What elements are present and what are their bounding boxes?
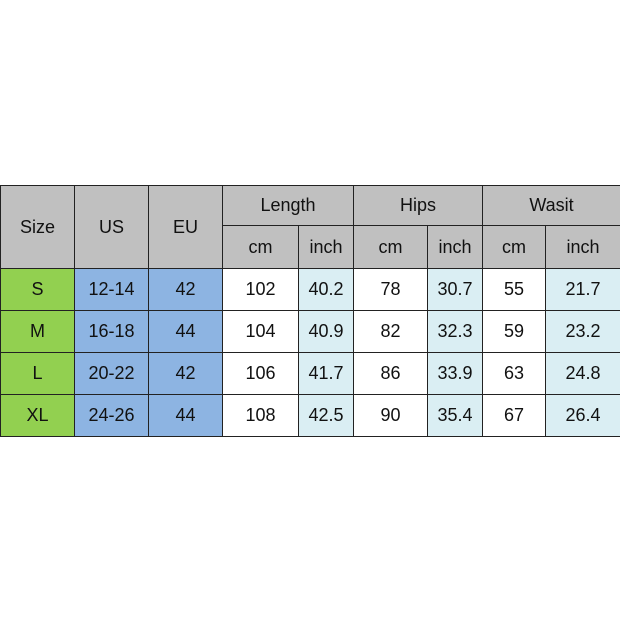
hips-cm-cell: 78 xyxy=(353,268,428,311)
length-inch-cell: 40.9 xyxy=(298,310,354,353)
unit-inch: inch xyxy=(545,225,620,269)
hips-inch-cell: 32.3 xyxy=(426,310,484,353)
unit-cm: cm xyxy=(482,225,547,269)
size-cell: S xyxy=(0,268,75,311)
eu-cell: 44 xyxy=(148,310,223,353)
size-chart-table: Size US EU Length Hips Wasit cm inch cm … xyxy=(0,185,620,437)
us-cell: 16-18 xyxy=(74,310,149,353)
hips-inch-cell: 35.4 xyxy=(426,394,484,437)
length-cm-cell: 106 xyxy=(222,352,299,395)
header-size: Size xyxy=(0,185,75,269)
length-inch-cell: 40.2 xyxy=(298,268,354,311)
waist-inch-cell: 23.2 xyxy=(545,310,620,353)
eu-cell: 44 xyxy=(148,394,223,437)
header-length: Length xyxy=(222,185,354,226)
header-eu: EU xyxy=(148,185,223,269)
hips-inch-cell: 33.9 xyxy=(426,352,484,395)
unit-inch: inch xyxy=(298,225,354,269)
length-cm-cell: 102 xyxy=(222,268,299,311)
unit-row: cm inch cm inch cm inch xyxy=(1,225,620,269)
waist-cm-cell: 63 xyxy=(482,352,547,395)
header-us: US xyxy=(74,185,149,269)
hips-inch-cell: 30.7 xyxy=(426,268,484,311)
unit-inch: inch xyxy=(426,225,484,269)
unit-cm: cm xyxy=(353,225,428,269)
waist-cm-cell: 55 xyxy=(482,268,547,311)
length-cm-cell: 104 xyxy=(222,310,299,353)
size-cell: L xyxy=(0,352,75,395)
table-row: S 12-14 42 102 40.2 78 30.7 55 21.7 xyxy=(0,268,620,311)
eu-cell: 42 xyxy=(148,268,223,311)
length-cm-cell: 108 xyxy=(222,394,299,437)
hips-cm-cell: 86 xyxy=(353,352,428,395)
hips-cm-cell: 90 xyxy=(353,394,428,437)
header-hips: Hips xyxy=(352,185,484,226)
size-cell: M xyxy=(0,310,75,353)
table-row: L 20-22 42 106 41.7 86 33.9 63 24.8 xyxy=(0,352,620,395)
table-row: XL 24-26 44 108 42.5 90 35.4 67 26.4 xyxy=(0,394,620,437)
waist-inch-cell: 24.8 xyxy=(545,352,620,395)
size-cell: XL xyxy=(0,394,75,437)
unit-cm: cm xyxy=(222,225,299,269)
us-cell: 12-14 xyxy=(74,268,149,311)
length-inch-cell: 42.5 xyxy=(298,394,354,437)
length-inch-cell: 41.7 xyxy=(298,352,354,395)
table-row: M 16-18 44 104 40.9 82 32.3 59 23.2 xyxy=(0,310,620,353)
waist-inch-cell: 26.4 xyxy=(545,394,620,437)
us-cell: 24-26 xyxy=(74,394,149,437)
header-waist: Wasit xyxy=(482,185,620,226)
us-cell: 20-22 xyxy=(74,352,149,395)
header-row: Size US EU Length Hips Wasit xyxy=(0,185,620,269)
hips-cm-cell: 82 xyxy=(353,310,428,353)
waist-cm-cell: 59 xyxy=(482,310,547,353)
eu-cell: 42 xyxy=(148,352,223,395)
waist-cm-cell: 67 xyxy=(482,394,547,437)
waist-inch-cell: 21.7 xyxy=(545,268,620,311)
